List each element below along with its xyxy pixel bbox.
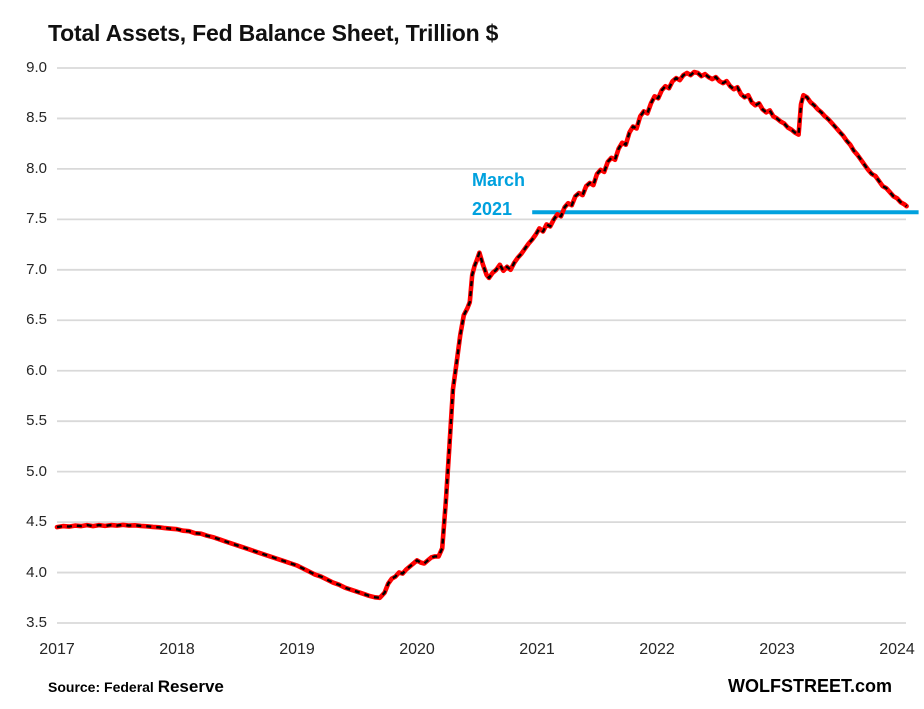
x-tick-label: 2017 — [39, 641, 75, 658]
y-tick-label: 7.0 — [26, 260, 47, 278]
y-tick-label: 5.0 — [26, 462, 47, 480]
y-tick-label: 6.5 — [26, 311, 47, 329]
annotation-march-label: March — [472, 170, 526, 190]
y-tick-label: 4.5 — [26, 513, 47, 531]
x-tick-label: 2022 — [639, 641, 675, 658]
annotation-2021-label: 2021 — [472, 199, 513, 219]
y-tick-label: 6.0 — [26, 361, 47, 379]
source-credit: Source: Federal Reserve — [48, 677, 224, 697]
y-tick-label: 7.5 — [26, 210, 47, 228]
x-tick-label: 2021 — [519, 641, 555, 658]
x-tick-label: 2018 — [159, 641, 195, 658]
fed-assets-line-dash — [56, 70, 908, 599]
y-tick-label: 5.5 — [26, 412, 47, 430]
chart-title: Total Assets, Fed Balance Sheet, Trillio… — [48, 20, 499, 46]
wolfstreet-branding: WOLFSTREET.com — [727, 676, 892, 696]
x-tick-label: 2019 — [279, 641, 315, 658]
x-tick-label: 2023 — [759, 641, 795, 658]
fed-assets-line-red — [54, 69, 909, 601]
source-credit-prefix: Source: Federal — [48, 679, 158, 695]
y-tick-label: 9.0 — [26, 59, 47, 76]
source-credit-suffix: Reserve — [157, 677, 224, 696]
y-tick-label: 8.0 — [26, 159, 47, 177]
y-tick-label: 8.5 — [26, 109, 47, 127]
x-tick-label: 2024 — [879, 641, 915, 658]
x-tick-label: 2020 — [399, 641, 435, 658]
y-tick-label: 4.0 — [26, 563, 47, 581]
y-tick-label: 3.5 — [26, 614, 47, 631]
